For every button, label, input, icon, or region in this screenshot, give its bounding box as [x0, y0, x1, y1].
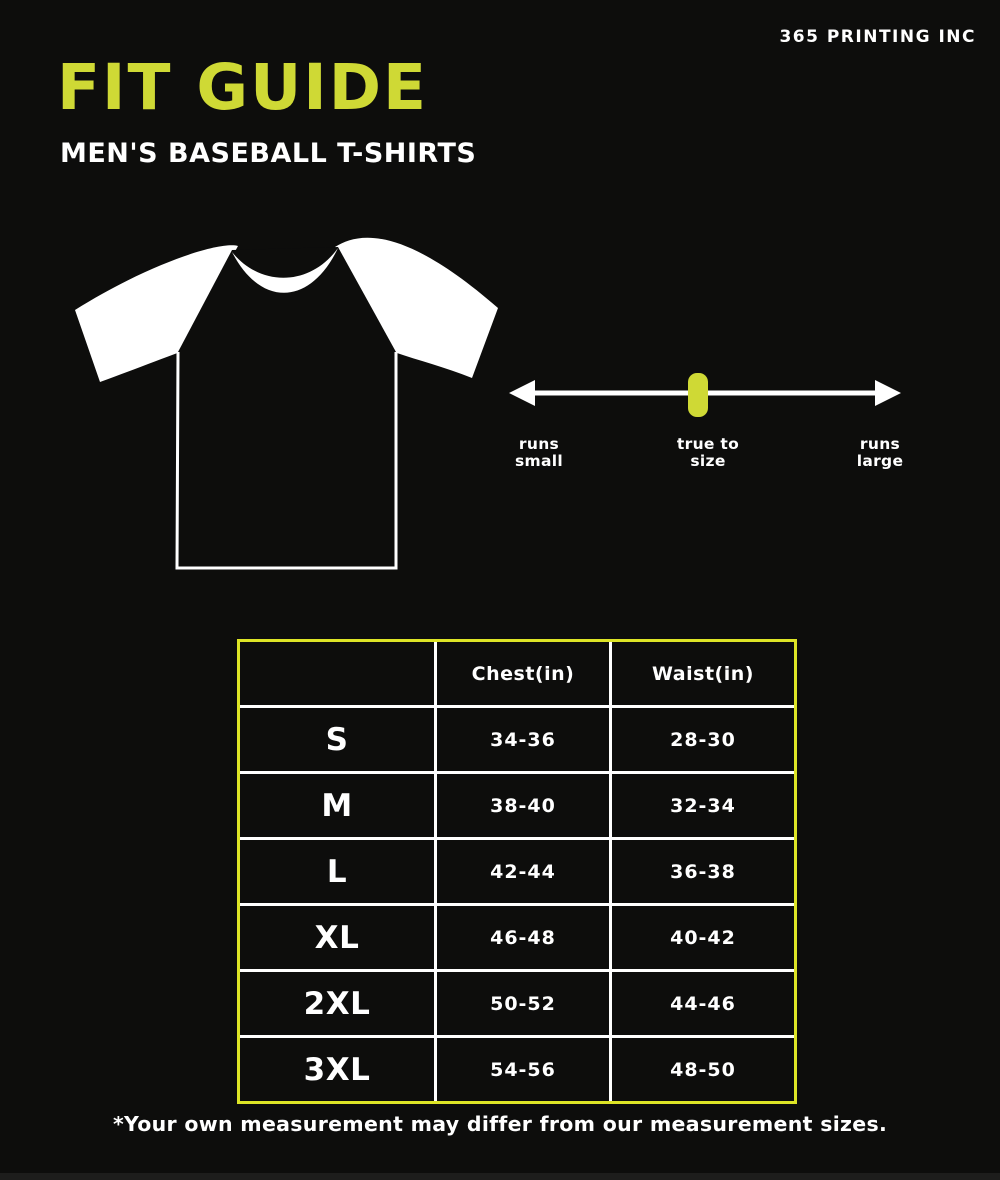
scale-label-runs-small: runs small — [515, 435, 563, 470]
bottom-edge-strip — [0, 1173, 1000, 1180]
header-size — [240, 642, 437, 708]
chest-value: 38-40 — [437, 774, 612, 840]
header-chest: Chest(in) — [437, 642, 612, 708]
table-row: 3XL 54-56 48-50 — [240, 1038, 794, 1101]
chest-value: 42-44 — [437, 840, 612, 906]
scale-label-true-to-size: true to size — [676, 435, 740, 470]
table-row: S 34-36 28-30 — [240, 708, 794, 774]
fit-position-marker — [688, 373, 708, 417]
chest-value: 50-52 — [437, 972, 612, 1038]
arrow-left-icon — [509, 380, 535, 406]
measurement-disclaimer: *Your own measurement may differ from ou… — [112, 1112, 888, 1136]
waist-value: 48-50 — [670, 1058, 736, 1081]
size-label: 3XL — [240, 1038, 437, 1101]
fit-scale — [509, 373, 901, 417]
table-row: 2XL 50-52 44-46 — [240, 972, 794, 1038]
chest-value: 46-48 — [437, 906, 612, 972]
brand-name: 365 PRINTING INC — [779, 27, 976, 47]
size-label: 2XL — [240, 972, 437, 1038]
size-chart-table: Chest(in) Waist(in) S 34-36 28-30 M 38-4… — [237, 639, 797, 1104]
size-label: M — [240, 774, 437, 840]
arrow-right-icon — [875, 380, 901, 406]
chest-value: 54-56 — [437, 1038, 612, 1101]
page-subtitle: MEN'S BASEBALL T-SHIRTS — [60, 138, 477, 169]
waist-value: 40-42 — [612, 906, 794, 972]
waist-value: 28-30 — [612, 708, 794, 774]
tshirt-icon — [75, 237, 498, 570]
table-row: M 38-40 32-34 — [240, 774, 794, 840]
chest-value: 34-36 — [437, 708, 612, 774]
waist-value: 32-34 — [612, 774, 794, 840]
table-header-row: Chest(in) Waist(in) — [240, 642, 794, 708]
waist-value: 36-38 — [612, 840, 794, 906]
table-row: L 42-44 36-38 — [240, 840, 794, 906]
size-label: S — [240, 708, 437, 774]
size-label: XL — [240, 906, 437, 972]
scale-label-runs-large: runs large — [856, 435, 904, 470]
header-waist: Waist(in) — [612, 642, 794, 708]
waist-value: 44-46 — [612, 972, 794, 1038]
size-label: L — [240, 840, 437, 906]
table-row: XL 46-48 40-42 — [240, 906, 794, 972]
page-title: FIT GUIDE — [57, 51, 429, 124]
